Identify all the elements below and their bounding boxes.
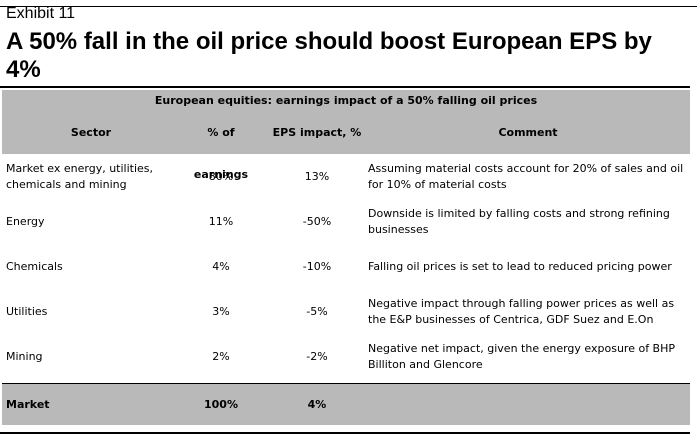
exhibit-label: Exhibit 11	[6, 5, 76, 22]
cell-pct-earnings: 100%	[204, 398, 238, 411]
cell-comment: Falling oil prices is set to lead to red…	[368, 259, 672, 273]
cell-eps-impact: -2%	[306, 350, 328, 363]
cell-sector: Energy	[6, 214, 45, 228]
table-row: Chemicals 4% -10% Falling oil prices is …	[2, 244, 690, 289]
table-row: Energy 11% -50% Downside is limited by f…	[2, 199, 690, 244]
cell-sector: Chemicals	[6, 259, 63, 273]
header-sector: Sector	[70, 126, 112, 139]
header-pct-earnings: % of earnings	[193, 126, 249, 181]
cell-comment	[368, 384, 688, 425]
table-row: Market ex energy, utilities, chemicals a…	[2, 154, 690, 199]
cell-sector: Market ex energy, utilities, chemicals a…	[6, 161, 154, 191]
cell-pct-earnings: 80%	[208, 170, 234, 183]
cell-eps-impact: 4%	[307, 398, 327, 411]
earnings-impact-table: European equities: earnings impact of a …	[2, 90, 690, 430]
cell-sector: Utilities	[6, 304, 48, 318]
cell-eps-impact: 13%	[304, 170, 330, 183]
top-rule	[0, 6, 697, 7]
table-total-row: Market 100% 4%	[2, 383, 690, 425]
page-title: A 50% fall in the oil price should boost…	[6, 28, 652, 83]
cell-sector: Market	[6, 397, 50, 411]
cell-eps-impact: -10%	[302, 260, 332, 273]
cell-comment: Downside is limited by falling costs and…	[368, 206, 670, 236]
bottom-rule	[0, 432, 690, 434]
cell-pct-earnings: 3%	[212, 305, 230, 318]
table-header-row: Sector % of earnings EPS impact, % Comme…	[2, 112, 690, 181]
cell-comment: Negative net impact, given the energy ex…	[368, 341, 676, 371]
table-row: Mining 2% -2% Negative net impact, given…	[2, 334, 690, 379]
table-caption: European equities: earnings impact of a …	[2, 90, 690, 112]
title-rule	[0, 86, 690, 88]
cell-eps-impact: -5%	[306, 305, 328, 318]
cell-pct-earnings: 4%	[212, 260, 230, 273]
cell-pct-earnings: 2%	[212, 350, 230, 363]
cell-comment: Assuming material costs account for 20% …	[368, 161, 684, 191]
cell-pct-earnings: 11%	[208, 215, 234, 228]
header-comment: Comment	[498, 126, 558, 139]
header-eps-impact: EPS impact, %	[272, 126, 362, 139]
cell-sector: Mining	[6, 349, 43, 363]
cell-eps-impact: -50%	[302, 215, 332, 228]
cell-comment: Negative impact through falling power pr…	[368, 296, 675, 326]
table-row: Utilities 3% -5% Negative impact through…	[2, 289, 690, 334]
